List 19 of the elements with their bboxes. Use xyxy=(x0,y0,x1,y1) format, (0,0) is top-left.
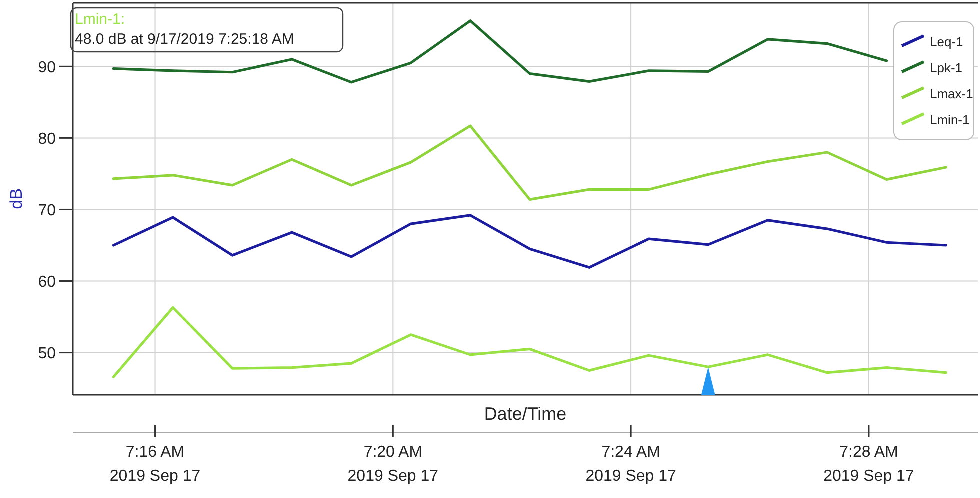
line-series xyxy=(112,306,948,378)
x-tick-label: 7:28 AM 2019 Sep 17 xyxy=(824,444,914,485)
legend-label: Lpk-1 xyxy=(930,60,963,76)
y-tick-label: 90 xyxy=(38,59,56,76)
y-tick-label: 80 xyxy=(38,130,56,148)
legend-label: Lmin-1 xyxy=(930,112,970,128)
line-series xyxy=(112,124,948,202)
x-axis-title: Date/Time xyxy=(484,404,567,424)
annotation: Lmin-1: 48.0 dB at 9/17/2019 7:25:18 AM xyxy=(75,11,294,48)
legend-label: Leq-1 xyxy=(930,34,964,50)
x-tick-label: 7:20 AM 2019 Sep 17 xyxy=(348,444,439,485)
x-tick-label: 7:24 AM 2019 Sep 17 xyxy=(586,444,677,485)
line-series xyxy=(112,214,948,269)
y-tick-label: 50 xyxy=(38,345,56,362)
legend-label: Lmax-1 xyxy=(930,86,974,102)
y-axis-title: dB xyxy=(7,188,26,210)
x-tick-label: 7:16 AM 2019 Sep 17 xyxy=(110,444,201,485)
y-tick-label: 60 xyxy=(38,274,56,291)
y-tick-label: 70 xyxy=(38,202,56,220)
